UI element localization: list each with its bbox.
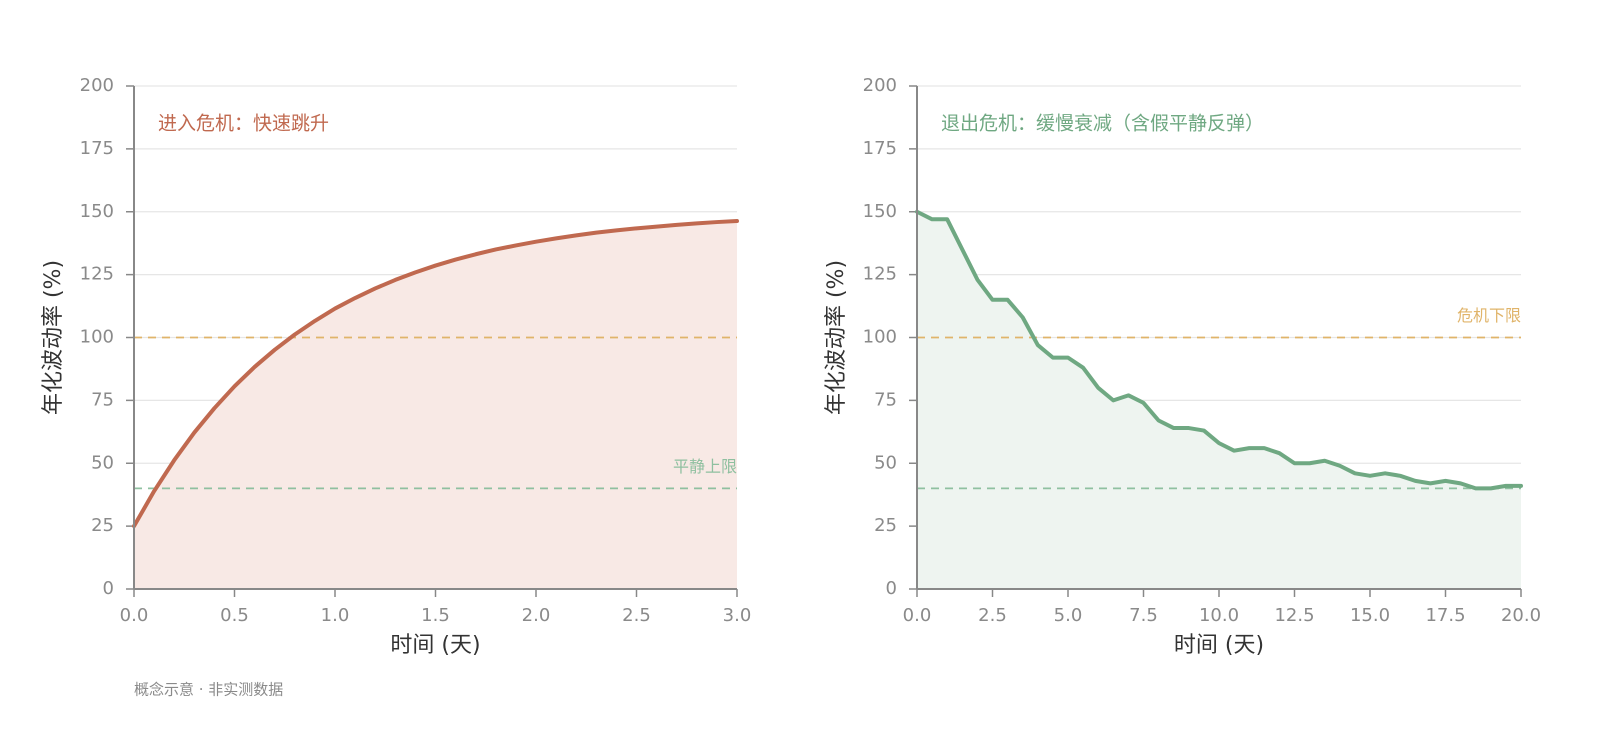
x-tick-label: 17.5: [1425, 605, 1465, 626]
x-tick-label: 3.0: [723, 605, 752, 626]
reference-label: 危机下限: [1457, 306, 1521, 325]
y-tick-label: 200: [80, 75, 114, 96]
line: [915, 209, 1523, 491]
y-tick-label: 75: [874, 389, 897, 410]
x-tick-label: 0.0: [120, 605, 149, 626]
y-tick-label: 0: [886, 578, 897, 599]
y-tick-label: 200: [863, 75, 897, 96]
y-tick-label: 125: [863, 264, 897, 285]
y-tick-label: 50: [874, 452, 897, 473]
y-axis-label: 年化波动率 (%): [824, 260, 849, 415]
y-tick-label: 25: [874, 515, 897, 536]
y-tick-label: 25: [91, 515, 114, 536]
x-tick-label: 10.0: [1199, 605, 1239, 626]
annotation: 进入危机：快速跳升: [158, 113, 329, 135]
y-tick-label: 100: [80, 327, 114, 348]
x-axis-label: 时间 (天): [1174, 633, 1264, 658]
x-tick-label: 2.5: [622, 605, 651, 626]
area-fill: [917, 211, 1521, 589]
y-tick-label: 150: [80, 201, 114, 222]
line: [132, 219, 739, 529]
annotation: 退出危机：缓慢衰减（含假平静反弹）: [941, 113, 1264, 135]
area-fill: [134, 221, 737, 590]
x-tick-label: 2.0: [522, 605, 551, 626]
x-tick-label: 7.5: [1129, 605, 1158, 626]
x-tick-label: 0.0: [903, 605, 932, 626]
y-axis-label: 年化波动率 (%): [41, 260, 66, 415]
y-tick-label: 125: [80, 264, 114, 285]
y-tick-label: 75: [91, 389, 114, 410]
x-tick-label: 20.0: [1501, 605, 1541, 626]
y-tick-label: 175: [863, 138, 897, 159]
y-tick-label: 175: [80, 138, 114, 159]
x-tick-label: 12.5: [1274, 605, 1314, 626]
footer: 概念示意 · 非实测数据: [134, 681, 283, 699]
y-tick-label: 50: [91, 452, 114, 473]
x-tick-label: 0.5: [220, 605, 249, 626]
x-axis-label: 时间 (天): [390, 633, 480, 658]
y-tick-label: 150: [863, 201, 897, 222]
x-tick-label: 1.0: [321, 605, 350, 626]
x-tick-label: 15.0: [1350, 605, 1390, 626]
reference-label: 平静上限: [673, 457, 737, 476]
x-tick-label: 5.0: [1054, 605, 1083, 626]
x-tick-label: 2.5: [978, 605, 1007, 626]
x-tick-label: 1.5: [421, 605, 450, 626]
y-tick-label: 100: [863, 327, 897, 348]
y-tick-label: 0: [103, 578, 114, 599]
